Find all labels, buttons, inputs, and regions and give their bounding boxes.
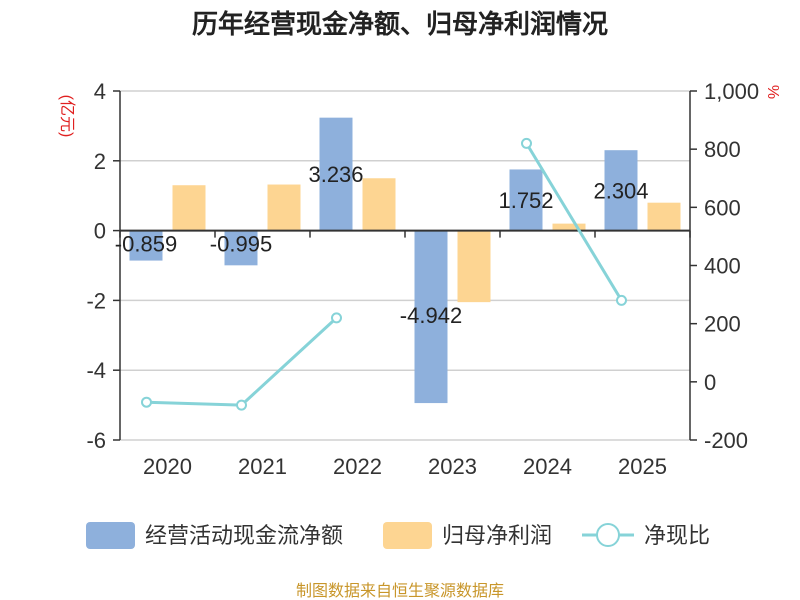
right-tick-label: 600 xyxy=(704,195,741,220)
data-label: 3.236 xyxy=(308,162,363,187)
data-labels: -0.859 -0.995 3.236 -4.942 1.752 2.304 xyxy=(115,162,649,328)
line-point xyxy=(521,137,532,149)
legend-marker xyxy=(596,523,620,547)
chart-title: 历年经营现金净额、归母净利润情况 xyxy=(192,9,608,39)
left-tick-label: -6 xyxy=(86,428,106,453)
x-tick-label: 2025 xyxy=(618,454,667,479)
data-label: 2.304 xyxy=(593,178,648,203)
x-tick-label: 2024 xyxy=(523,454,572,479)
bar xyxy=(457,230,491,303)
ratio-line xyxy=(141,137,627,411)
x-tick-label: 2022 xyxy=(333,454,382,479)
right-tick-label: 200 xyxy=(704,312,741,337)
left-tick-label: 4 xyxy=(94,79,106,104)
line-segment xyxy=(146,316,338,407)
line-point xyxy=(331,312,342,324)
left-axis-unit: (亿元) xyxy=(58,95,76,138)
data-label: 1.752 xyxy=(498,188,553,213)
right-axis-unit: % xyxy=(764,85,781,99)
left-tick-label: 0 xyxy=(94,219,106,244)
data-label: -0.995 xyxy=(210,232,272,257)
gridlines xyxy=(120,90,690,441)
right-tick-label: 800 xyxy=(704,137,741,162)
data-label: -4.942 xyxy=(400,303,462,328)
legend: 经营活动现金流净额 归母净利润 净现比 xyxy=(86,522,710,549)
line-point xyxy=(141,396,152,408)
bar xyxy=(604,150,638,231)
left-tick-label: -4 xyxy=(86,358,106,383)
bar xyxy=(129,230,163,261)
right-tick-label: 1,000 xyxy=(704,79,759,104)
x-tick-label: 2023 xyxy=(428,454,477,479)
legend-label: 净现比 xyxy=(644,523,710,548)
x-tick-label: 2020 xyxy=(143,454,192,479)
left-tick-label: 2 xyxy=(94,149,106,174)
bar xyxy=(647,202,681,231)
line-segment xyxy=(525,142,623,302)
bar xyxy=(509,169,543,231)
source-note: 制图数据来自恒生聚源数据库 xyxy=(296,582,504,600)
x-tick-label: 2021 xyxy=(238,454,287,479)
bars xyxy=(129,117,681,404)
bar xyxy=(172,185,206,231)
bar xyxy=(362,178,396,231)
legend-swatch xyxy=(383,522,432,549)
bar xyxy=(267,184,301,231)
bar xyxy=(552,223,586,231)
line-point xyxy=(616,294,627,306)
legend-swatch xyxy=(86,522,135,549)
right-tick-label: 400 xyxy=(704,254,741,279)
right-tick-label: 0 xyxy=(704,370,716,395)
bar xyxy=(319,117,353,231)
bar xyxy=(224,230,258,266)
legend-label: 经营活动现金流净额 xyxy=(145,523,343,548)
data-label: -0.859 xyxy=(115,232,177,257)
axes: 4 2 0 -2 -4 -6 1,000 800 600 400 200 0 -200 2020 2021 2… xyxy=(86,79,759,479)
right-tick-label: -200 xyxy=(704,428,748,453)
left-tick-label: -2 xyxy=(86,288,106,313)
line-point xyxy=(236,399,247,411)
legend-label: 归母净利润 xyxy=(442,523,552,548)
bar xyxy=(414,230,448,404)
